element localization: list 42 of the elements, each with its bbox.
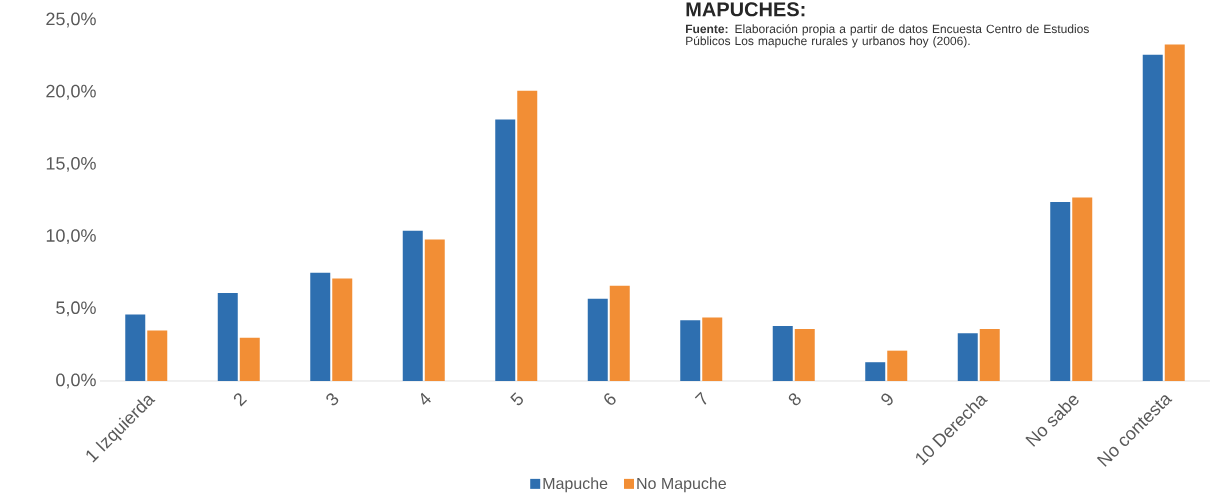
x-tick-label: 3 xyxy=(326,393,339,406)
y-tick-label: 20,0% xyxy=(46,84,96,100)
bar xyxy=(310,272,331,381)
bar xyxy=(239,337,260,381)
legend-label: No Mapuche xyxy=(637,477,726,493)
bar xyxy=(794,329,815,381)
bar xyxy=(609,285,630,381)
x-tick-label: 7 xyxy=(694,391,707,405)
bar xyxy=(887,350,908,381)
x-tick-label: 2 xyxy=(233,393,248,407)
bar xyxy=(680,320,701,381)
x-tick-label: 8 xyxy=(788,393,801,406)
x-tick-label: 4 xyxy=(420,392,431,405)
y-tick-label: 25,0% xyxy=(46,12,96,28)
x-tick-label: 5 xyxy=(510,392,523,406)
bar xyxy=(702,317,723,381)
chart-title: MAPUCHES: xyxy=(686,2,805,17)
legend-label: Mapuche xyxy=(543,477,608,493)
bar xyxy=(125,314,146,381)
bar xyxy=(587,298,608,381)
y-tick-label: 5,0% xyxy=(56,301,96,317)
bar xyxy=(424,239,445,381)
bar xyxy=(957,333,978,381)
y-tick-label: 15,0% xyxy=(46,156,96,172)
bar xyxy=(1072,197,1093,381)
bar xyxy=(517,90,538,381)
y-tick-label: 0,0% xyxy=(56,373,96,389)
bar xyxy=(1050,201,1071,381)
bar xyxy=(147,330,168,381)
y-tick-label: 10,0% xyxy=(46,229,96,245)
bar xyxy=(332,278,353,381)
bar xyxy=(979,329,1000,381)
bar xyxy=(495,119,516,381)
bar xyxy=(217,292,238,381)
x-tick-label: 9 xyxy=(881,393,893,406)
bar xyxy=(402,230,423,381)
bar xyxy=(772,326,793,381)
annotation: Fuente: Elaboración propia a partir de datos Encuesta Centro de Estudios Públicos Los mapuche rurales y urbanos hoy (2006). xyxy=(686,24,1089,48)
bar xyxy=(1164,44,1185,381)
bar xyxy=(1142,54,1163,381)
bar xyxy=(865,362,886,381)
x-tick-label: 6 xyxy=(604,393,616,405)
